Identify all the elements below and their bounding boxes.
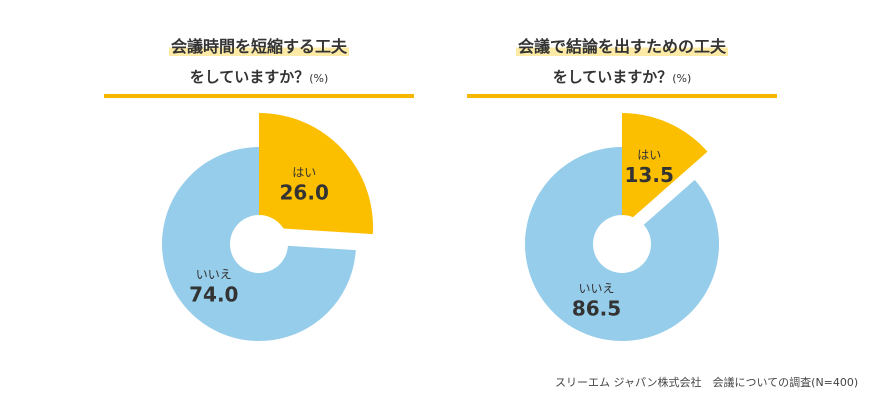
slice-no-value-label: 74.0 bbox=[189, 282, 238, 306]
slice-yes-value-label: 26.0 bbox=[280, 181, 329, 205]
title-underline bbox=[467, 94, 777, 98]
chart-panel-meeting-conclusion: 会議で結論を出すための工夫 をしていますか？(%) はい 13.5 いいえ 86.5 bbox=[467, 0, 777, 417]
chart-unit: (%) bbox=[672, 72, 692, 85]
chart-title-line2: をしていますか？ bbox=[189, 68, 310, 86]
slice-yes bbox=[622, 113, 708, 227]
chart-title: 会議時間を短縮する工夫 をしていますか？(%) bbox=[104, 32, 414, 94]
donut-hole bbox=[593, 215, 651, 273]
chart-title-line2: をしていますか？ bbox=[552, 68, 673, 86]
donut-hole bbox=[230, 215, 288, 273]
slice-no-category-label: いいえ bbox=[578, 282, 614, 296]
chart-unit: (%) bbox=[309, 72, 329, 85]
slice-yes-category-label: はい bbox=[292, 166, 316, 180]
slice-yes-value-label: 13.5 bbox=[625, 163, 674, 187]
title-underline bbox=[104, 94, 414, 98]
slice-no-value-label: 86.5 bbox=[572, 297, 621, 321]
source-footnote: スリーエム ジャパン株式会社 会議についての調査(N=400) bbox=[555, 376, 859, 389]
slice-no-category-label: いいえ bbox=[196, 267, 232, 281]
chart-title: 会議で結論を出すための工夫 をしていますか？(%) bbox=[467, 32, 777, 94]
chart-title-line1: 会議で結論を出すための工夫 bbox=[515, 37, 728, 56]
slice-yes bbox=[259, 113, 374, 235]
slice-yes-category-label: はい bbox=[637, 148, 661, 162]
chart-panel-meeting-time: 会議時間を短縮する工夫 をしていますか？(%) はい 26.0 いいえ 74.0 bbox=[104, 0, 414, 417]
chart-title-line1: 会議時間を短縮する工夫 bbox=[168, 37, 349, 56]
